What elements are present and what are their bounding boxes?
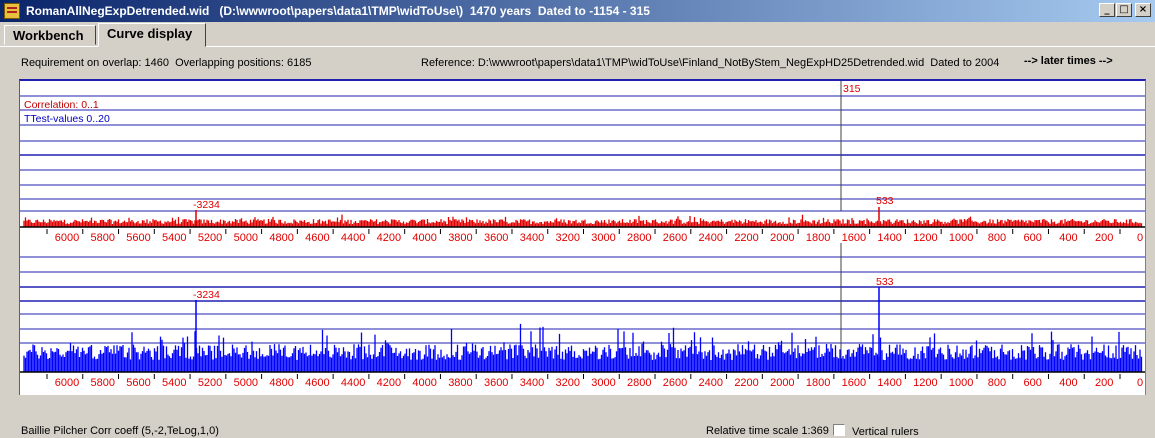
axis-tick-label: 2800 xyxy=(627,232,651,244)
axis-tick-label: 3400 xyxy=(520,377,544,389)
axis-tick-label: 3600 xyxy=(484,377,508,389)
axis-tick-label: 5000 xyxy=(234,232,258,244)
axis-tick-label: 1400 xyxy=(877,232,901,244)
axis-tick-label: 4800 xyxy=(269,377,293,389)
axis-tick-label: 3000 xyxy=(591,377,615,389)
axis-tick-label: 2200 xyxy=(734,377,758,389)
axis-tick-label: 200 xyxy=(1095,232,1113,244)
peak-label-left-2: -3234 xyxy=(193,289,220,301)
axis-tick-label: 0 xyxy=(1137,232,1143,244)
axis-tick-label: 5200 xyxy=(198,232,222,244)
axis-tick-label: 1200 xyxy=(913,377,937,389)
axis-tick-label: 5200 xyxy=(198,377,222,389)
axis-tick-label: 4000 xyxy=(412,377,436,389)
axis-tick-label: 2400 xyxy=(699,232,723,244)
axis-tick-label: 3800 xyxy=(448,377,472,389)
ttest-curve xyxy=(23,323,1143,372)
axis-tick-label: 5400 xyxy=(162,232,186,244)
vertical-rulers-label: Vertical rulers xyxy=(852,426,919,438)
axis-tick-label: 2000 xyxy=(770,377,794,389)
axis-tick-label: 600 xyxy=(1024,232,1042,244)
axis-tick-label: 2600 xyxy=(663,377,687,389)
axis-tick-label: 5400 xyxy=(162,377,186,389)
legend-correlation: Correlation: 0..1 xyxy=(24,99,99,111)
axis-tick-label: 3200 xyxy=(555,377,579,389)
axis-tick-label: 1800 xyxy=(806,377,830,389)
axis-tick-label: 2200 xyxy=(734,232,758,244)
axis-tick-label: 1800 xyxy=(806,232,830,244)
curve-plot: Correlation: 0..1 TTest-values 0..20 315 -3… xyxy=(20,81,1145,389)
overlap-info: Requirement on overlap: 1460 Overlapping… xyxy=(21,57,312,69)
axis-tick-label: 4200 xyxy=(377,232,401,244)
tab-divider xyxy=(0,46,1155,47)
cursor-label: 315 xyxy=(843,83,861,95)
axis-tick-label: 2600 xyxy=(663,232,687,244)
axis-tick-label: 3400 xyxy=(520,232,544,244)
axis-tick-label: 2800 xyxy=(627,377,651,389)
axis-tick-label: 1600 xyxy=(842,377,866,389)
axis-tick-label: 3000 xyxy=(591,232,615,244)
app-icon xyxy=(4,3,20,19)
peak-label-right-2: 533 xyxy=(876,276,894,288)
peak-label-right: 533 xyxy=(876,195,894,207)
axis-tick-label: 400 xyxy=(1059,377,1077,389)
vertical-rulers-checkbox[interactable] xyxy=(833,424,845,436)
axis-tick-label: 1200 xyxy=(913,232,937,244)
axis-tick-label: 5600 xyxy=(126,377,150,389)
axis-tick-label: 600 xyxy=(1024,377,1042,389)
axis-tick-label: 2000 xyxy=(770,232,794,244)
axis-tick-label: 400 xyxy=(1059,232,1077,244)
later-times-label: --> later times --> xyxy=(1024,55,1113,67)
tab-curve-display[interactable]: Curve display xyxy=(98,23,206,47)
peak-label-left: -3234 xyxy=(193,199,220,211)
reference-info: Reference: D:\wwwroot\papers\data1\TMP\w… xyxy=(421,57,1000,69)
minimize-button[interactable]: _ xyxy=(1099,3,1115,17)
title-bar: RomanAllNegExpDetrended.wid (D:\wwwroot\… xyxy=(0,0,1155,22)
axis-tick-label: 2400 xyxy=(699,377,723,389)
axis-tick-label: 4400 xyxy=(341,377,365,389)
axis-tick-label: 4000 xyxy=(412,232,436,244)
axis-tick-label: 0 xyxy=(1137,377,1143,389)
axis-tick-label: 3600 xyxy=(484,232,508,244)
axis-tick-label: 4600 xyxy=(305,377,329,389)
axis-tick-label: 4800 xyxy=(269,232,293,244)
axis-tick-label: 800 xyxy=(988,377,1006,389)
axis-tick-label: 1600 xyxy=(842,232,866,244)
axis-tick-label: 800 xyxy=(988,232,1006,244)
tab-workbench[interactable]: Workbench xyxy=(4,25,96,45)
axis-tick-label: 200 xyxy=(1095,377,1113,389)
axis-tick-label: 6000 xyxy=(55,232,79,244)
axis-tick-label: 4400 xyxy=(341,232,365,244)
window-controls: _ □ × xyxy=(1098,3,1151,17)
legend-ttest: TTest-values 0..20 xyxy=(24,113,110,125)
axis-tick-label: 5800 xyxy=(91,232,115,244)
axis-tick-label: 3200 xyxy=(555,232,579,244)
method-label: Baillie Pilcher Corr coeff (5,-2,TeLog,1… xyxy=(21,425,219,437)
axis-tick-label: 4200 xyxy=(377,377,401,389)
window-title: RomanAllNegExpDetrended.wid (D:\wwwroot\… xyxy=(26,4,650,18)
axis-tick-label: 1000 xyxy=(949,377,973,389)
axis-tick-label: 3800 xyxy=(448,232,472,244)
axis-tick-label: 1400 xyxy=(877,377,901,389)
axis-tick-label: 5600 xyxy=(126,232,150,244)
axis-tick-label: 4600 xyxy=(305,232,329,244)
correlation-curve xyxy=(23,214,1143,227)
axis-tick-label: 1000 xyxy=(949,232,973,244)
curve-plot-panel: Correlation: 0..1 TTest-values 0..20 315 -3… xyxy=(19,79,1146,395)
time-scale-label: Relative time scale 1:369 xyxy=(706,425,829,437)
axis-tick-label: 5000 xyxy=(234,377,258,389)
axis-tick-label: 5800 xyxy=(91,377,115,389)
close-button[interactable]: × xyxy=(1135,3,1151,17)
maximize-button[interactable]: □ xyxy=(1116,3,1132,17)
tab-strip: Workbench Curve display xyxy=(0,22,1155,47)
axis-tick-label: 6000 xyxy=(55,377,79,389)
